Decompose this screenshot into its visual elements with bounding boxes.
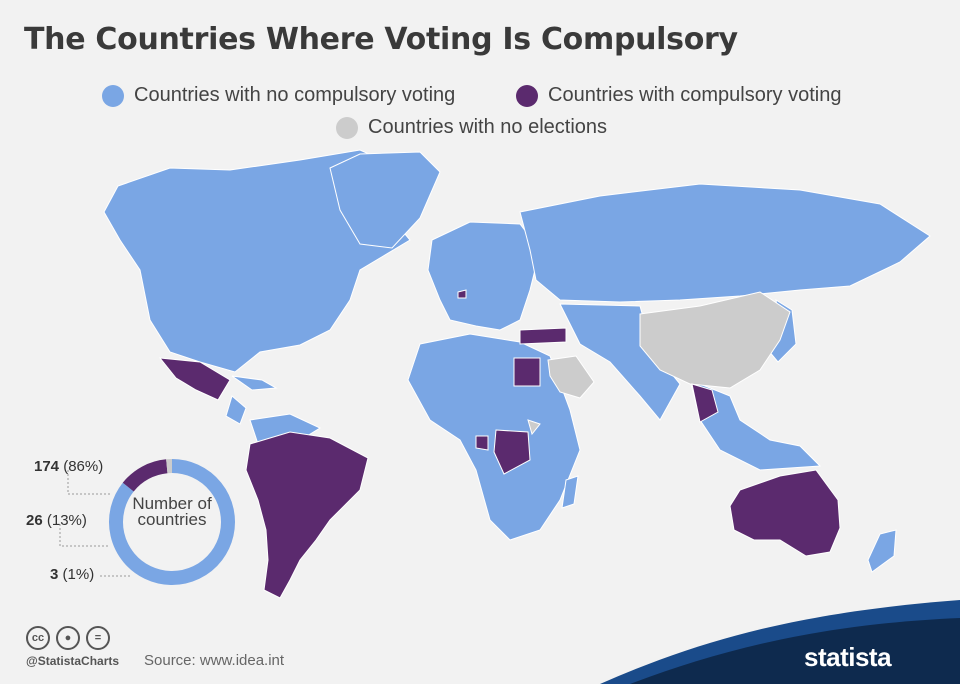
legend-label: Countries with no compulsory voting <box>134 84 456 106</box>
legend-item-compulsory: Countries with compulsory voting <box>516 84 841 107</box>
region-greenland <box>329 151 441 249</box>
country-count-donut: 174 (86%) 26 (13%) 3 (1%) Number of coun… <box>0 440 260 610</box>
legend-item-no-compulsory: Countries with no compulsory voting <box>102 84 455 107</box>
region-saudi-arabia <box>547 355 595 399</box>
region-central-america <box>225 395 247 425</box>
region-europe <box>427 221 541 331</box>
leader-line-2 <box>59 524 110 547</box>
chart-title: The Countries Where Voting Is Compulsory <box>24 22 738 57</box>
region-caribbean <box>231 375 278 391</box>
legend-label: Countries with compulsory voting <box>548 84 842 106</box>
source-note: Source: www.idea.int <box>144 652 285 669</box>
cc-icon: cc <box>26 626 50 650</box>
legend-swatch <box>336 116 358 139</box>
region-belgium <box>457 289 467 299</box>
region-australia <box>729 469 841 557</box>
legend-item-no-elections: Countries with no elections <box>336 116 607 139</box>
legend-swatch <box>102 84 124 107</box>
donut-center-text: Number of countries <box>132 494 212 529</box>
donut-segment-no-compulsory <box>109 459 235 585</box>
region-china <box>639 291 791 389</box>
donut-label-no-compulsory: 174 (86%) <box>34 458 104 475</box>
attribution-icon: ● <box>56 626 80 650</box>
legend-swatch <box>516 84 538 107</box>
donut-chart <box>59 459 235 585</box>
region-russia <box>519 183 931 303</box>
region-southeast-asia <box>689 379 822 471</box>
no-derivatives-icon: = <box>86 626 110 650</box>
region-dr-congo <box>493 429 531 475</box>
region-egypt <box>513 357 541 387</box>
region-turkey <box>519 327 567 345</box>
region-new-zealand <box>867 529 897 573</box>
region-madagascar <box>561 475 579 509</box>
donut-label-compulsory: 26 (13%) <box>26 512 87 529</box>
donut-segment-compulsory <box>122 459 168 492</box>
region-gabon <box>475 435 489 451</box>
region-somalia <box>527 419 541 436</box>
donut-segments <box>109 459 235 585</box>
region-south-america <box>245 431 369 599</box>
region-mexico <box>158 357 231 401</box>
statista-logo[interactable]: statista <box>804 642 892 672</box>
leader-line-1 <box>67 470 112 495</box>
donut-label-no-elections: 3 (1%) <box>50 566 95 583</box>
region-thailand <box>691 383 719 423</box>
region-north-america <box>103 149 411 373</box>
statista-handle: @StatistaCharts <box>26 654 120 668</box>
license-icons: cc ● = <box>26 626 110 650</box>
legend-label: Countries with no elections <box>368 116 608 138</box>
